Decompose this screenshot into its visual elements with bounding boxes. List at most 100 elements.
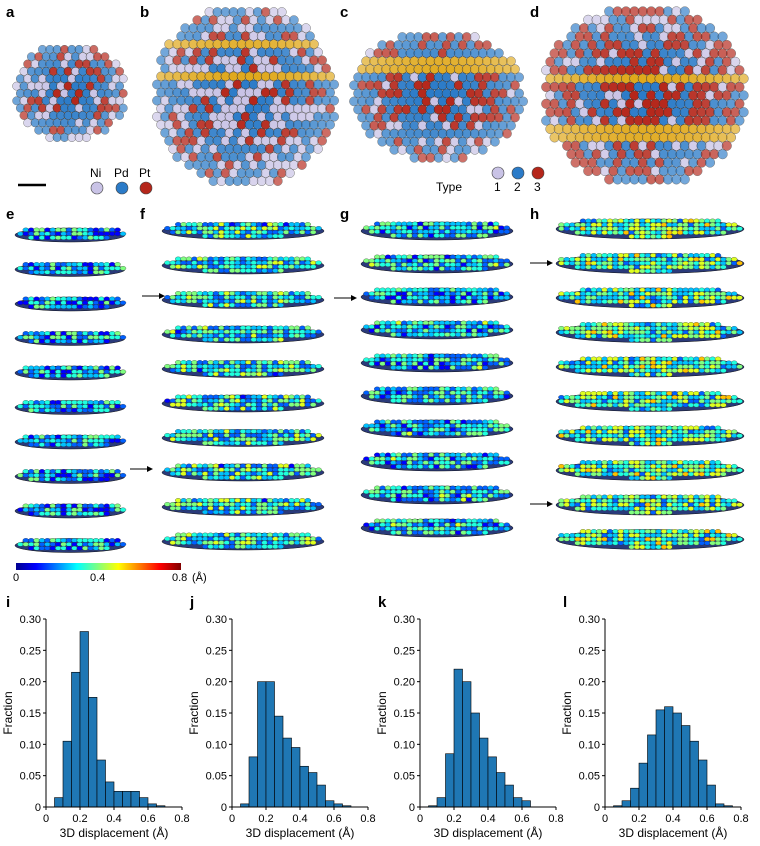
legend-ni-label: Ni (90, 166, 102, 180)
stack-h-layer (555, 287, 745, 309)
stack-g-layer (360, 419, 514, 439)
ytick-i-1: 0.05 (20, 771, 41, 783)
ytick-k-3: 0.15 (394, 708, 415, 720)
bar-k-3 (445, 753, 455, 808)
stack-h-layer (555, 425, 745, 447)
ytick-k-0: 0 (409, 802, 415, 814)
bar-k-8 (487, 756, 497, 808)
panel-label-b: b (140, 4, 150, 21)
ytick-l-1: 0.05 (579, 771, 600, 783)
bar-i-10 (130, 791, 140, 808)
bar-i-7 (105, 781, 115, 808)
stack-h-layer (555, 460, 745, 481)
stack-f-layer (161, 498, 325, 516)
ytick-j-2: 0.10 (206, 739, 227, 751)
xtick-i-2: 0.4 (106, 813, 121, 825)
histograms: 00.050.100.150.200.250.300 0.2 0.4 0.6 0.83D… (1, 614, 749, 840)
stack-g-layer (360, 320, 514, 340)
type-legend-title: Type (436, 180, 463, 194)
stack-e-layer (14, 331, 127, 346)
ytick-i-0: 0 (35, 802, 41, 814)
panel-label-a: a (6, 4, 15, 21)
stack-f-layer (161, 360, 325, 378)
ytick-j-6: 0.30 (206, 614, 227, 626)
bar-k-11 (513, 797, 523, 808)
bar-k-6 (470, 712, 480, 808)
stack-g-layer (360, 518, 514, 538)
stack-g-layer (360, 452, 514, 472)
stack-h-layer (555, 253, 745, 274)
bar-j-6 (282, 737, 292, 808)
bar-l-2 (621, 800, 631, 808)
arrow-h-bottom (530, 501, 553, 507)
arrow-f-top (142, 293, 165, 299)
ytick-j-1: 0.05 (206, 771, 227, 783)
bar-l-6 (655, 709, 665, 808)
stack-h-layer (555, 391, 745, 412)
xlabel-j: 3D displacement (Å) (246, 825, 355, 840)
stack-f-layer (161, 325, 325, 344)
stack-e-layer (14, 365, 127, 381)
panel-label-l: l (563, 594, 568, 611)
particle-c (349, 32, 528, 163)
xtick-i-4: 0.8 (174, 813, 189, 825)
layer-stacks (14, 218, 745, 553)
bar-l-8 (672, 712, 682, 808)
arrow-h-top (530, 260, 553, 266)
histogram-i: 0 0.05 0.10 0.15 0.20 0.25 0.30 0 0.2 0.4 0.6 0.8 3D… (1, 614, 190, 840)
ytick-k-4: 0.20 (394, 677, 415, 689)
ytick-j-3: 0.15 (206, 708, 227, 720)
xtick-k-4: 0.8 (548, 813, 563, 825)
stack-e-layer (14, 262, 127, 277)
ylabel-i: Fraction (1, 691, 15, 734)
bar-i-9 (122, 791, 132, 808)
bar-l-9 (681, 725, 691, 808)
stack-f (161, 222, 325, 551)
bar-l-3 (630, 787, 640, 808)
histogram-j: 0 0.05 0.10 0.15 0.20 0.25 0.30 0 0.2 0.4 0.6 0.8 3D… (187, 614, 376, 840)
particle-a (12, 44, 128, 142)
xtick-i-1: 0.2 (72, 813, 87, 825)
stack-e-layer (14, 227, 127, 243)
histogram-l: 0 0.05 0.10 0.15 0.20 0.25 0.30 0 0.2 0.4 0.6 0.8 3D… (560, 614, 749, 840)
panel-label-g: g (340, 206, 350, 223)
ytick-l-6: 0.30 (579, 614, 600, 626)
legend-type2-label: 2 (514, 180, 521, 194)
bar-j-5 (274, 715, 284, 808)
bar-j-8 (299, 765, 309, 808)
ytick-l-3: 0.15 (579, 708, 600, 720)
xtick-j-0: 0 (229, 813, 235, 825)
legend-type1-label: 1 (494, 180, 501, 194)
bar-i-1 (54, 797, 64, 808)
stack-h-layer (555, 529, 745, 550)
bar-k-4 (453, 668, 463, 808)
stack-f-layer (161, 429, 325, 447)
xtick-j-1: 0.2 (258, 813, 273, 825)
panel-label-c: c (340, 4, 349, 21)
panel-label-i: i (6, 594, 11, 611)
arrow-g (334, 295, 357, 301)
ytick-i-2: 0.10 (20, 739, 41, 751)
bar-j-4 (265, 681, 275, 808)
stack-e-layer (14, 400, 127, 415)
legend-ni-swatch (90, 181, 104, 195)
bar-i-5 (88, 697, 98, 808)
stack-f-layer (161, 532, 325, 551)
ytick-l-2: 0.10 (579, 739, 600, 751)
xtick-k-0: 0 (417, 813, 423, 825)
legend-type3-label: 3 (534, 180, 541, 194)
ytick-k-6: 0.30 (394, 614, 415, 626)
stack-e-layer (14, 503, 127, 519)
stack-g-layer (360, 386, 514, 406)
bar-k-12 (521, 800, 531, 808)
ytick-l-4: 0.20 (579, 677, 600, 689)
arrow-f-bottom (130, 466, 153, 472)
stack-g-layer (360, 353, 514, 373)
ylabel-j: Fraction (187, 691, 201, 734)
xtick-l-1: 0.2 (631, 813, 646, 825)
stack-h-layer (555, 322, 745, 343)
stack-g (360, 221, 514, 538)
ytick-i-3: 0.15 (20, 708, 41, 720)
panel-label-j: j (190, 594, 195, 611)
xtick-k-1: 0.2 (446, 813, 461, 825)
